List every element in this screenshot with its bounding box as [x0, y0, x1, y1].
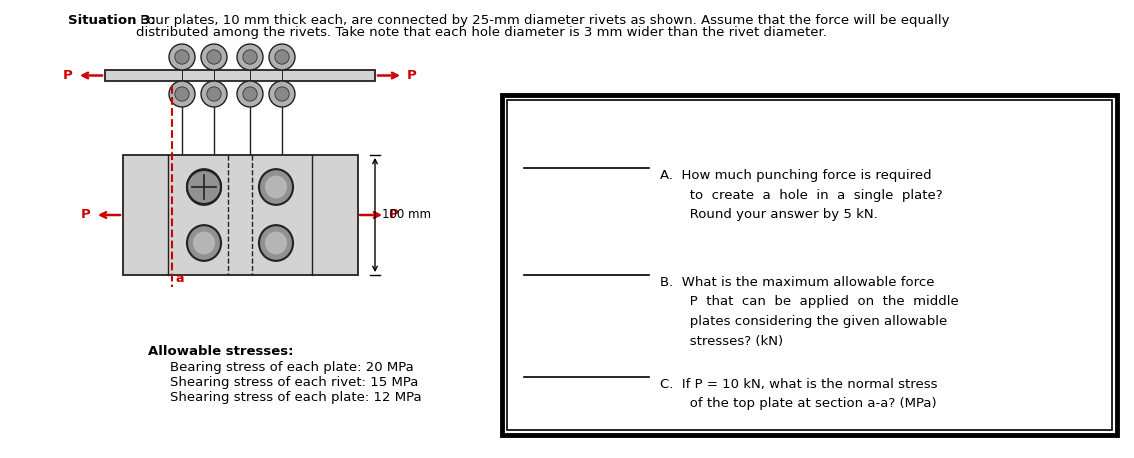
Bar	[507, 100, 1112, 430]
Circle shape	[169, 81, 195, 107]
Text: P: P	[82, 208, 91, 222]
Text: C.  If P = 10 kN, what is the normal stress
       of the top plate at section a: C. If P = 10 kN, what is the normal stre…	[660, 378, 938, 410]
Circle shape	[269, 81, 295, 107]
Text: Bearing stress of each plate: 20 MPa: Bearing stress of each plate: 20 MPa	[170, 361, 414, 374]
Circle shape	[175, 50, 189, 64]
Text: P: P	[407, 69, 417, 82]
Circle shape	[243, 87, 257, 101]
Bar	[502, 95, 1117, 435]
Text: Shearing stress of each rivet: 15 MPa: Shearing stress of each rivet: 15 MPa	[170, 376, 418, 389]
Text: P: P	[389, 208, 399, 222]
Circle shape	[201, 81, 227, 107]
Circle shape	[175, 87, 189, 101]
Text: Situation 3:: Situation 3:	[68, 14, 155, 27]
Circle shape	[274, 50, 289, 64]
Text: Allowable stresses:: Allowable stresses:	[149, 345, 294, 358]
Text: Shearing stress of each plate: 12 MPa: Shearing stress of each plate: 12 MPa	[170, 391, 422, 404]
Circle shape	[237, 81, 263, 107]
Text: a: a	[175, 87, 184, 100]
Ellipse shape	[187, 169, 221, 205]
Circle shape	[206, 87, 221, 101]
Text: 100 mm: 100 mm	[382, 208, 431, 222]
Ellipse shape	[259, 225, 293, 261]
Text: A.  How much punching force is required
       to  create  a  hole  in  a  singl: A. How much punching force is required t…	[660, 169, 942, 221]
Text: P: P	[64, 69, 73, 82]
Ellipse shape	[187, 225, 221, 261]
Circle shape	[206, 50, 221, 64]
Circle shape	[269, 44, 295, 70]
Ellipse shape	[193, 232, 215, 255]
Ellipse shape	[265, 175, 287, 198]
Ellipse shape	[265, 232, 287, 255]
Bar	[122, 155, 358, 275]
Text: distributed among the rivets. Take note that each hole diameter is 3 mm wider th: distributed among the rivets. Take note …	[136, 26, 827, 39]
Ellipse shape	[193, 175, 215, 198]
Text: Four plates, 10 mm thick each, are connected by 25-mm diameter rivets as shown. : Four plates, 10 mm thick each, are conne…	[136, 14, 949, 27]
Circle shape	[187, 170, 221, 204]
Circle shape	[169, 44, 195, 70]
Circle shape	[274, 87, 289, 101]
Ellipse shape	[259, 169, 293, 205]
Text: B.  What is the maximum allowable force
       P  that  can  be  applied  on  th: B. What is the maximum allowable force P…	[660, 276, 958, 348]
Text: a: a	[175, 272, 184, 285]
Circle shape	[201, 44, 227, 70]
Bar	[105, 70, 375, 81]
Circle shape	[237, 44, 263, 70]
Circle shape	[243, 50, 257, 64]
